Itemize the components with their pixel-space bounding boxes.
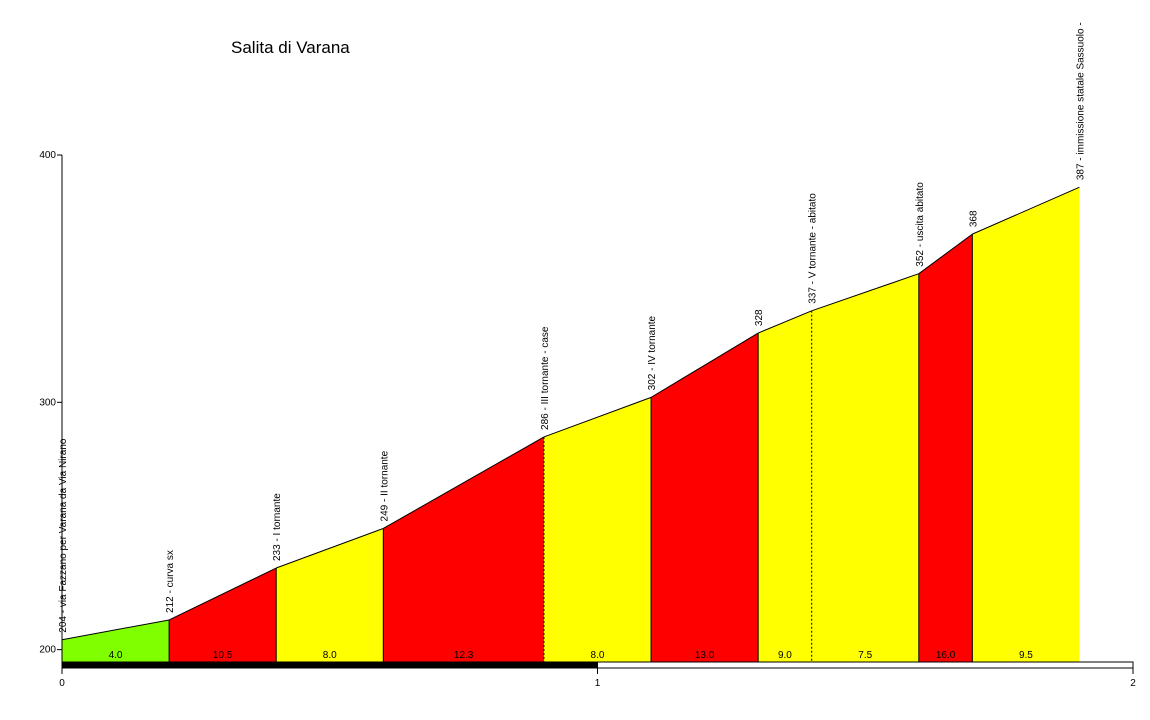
- waypoint-label: 337 - V tornante - abitato: [808, 193, 819, 304]
- segment-gradient-label: 9.0: [778, 650, 792, 661]
- profile-segment: [918, 234, 973, 662]
- distance-scale-band: [61, 661, 598, 669]
- segment-gradient-label: 8.0: [591, 650, 605, 661]
- y-tick-label: 300: [39, 397, 56, 408]
- profile-line: [383, 436, 545, 529]
- profile-line: [811, 273, 919, 312]
- segment-gradient-label: 16.0: [936, 650, 956, 661]
- profile-segment: [811, 273, 919, 662]
- waypoint-label: 249 - II tornante: [379, 450, 390, 521]
- waypoint-label: 233 - I tornante: [272, 493, 283, 561]
- distance-scale-band: [597, 661, 1134, 669]
- profile-segment: [972, 187, 1080, 662]
- segment-gradient-label: 8.0: [323, 650, 337, 661]
- profile-segment: [543, 397, 652, 662]
- x-tick-label: 2: [1130, 678, 1136, 689]
- x-tick-label: 1: [595, 678, 601, 689]
- waypoint-label: 212 - curva sx: [165, 550, 176, 613]
- profile-line: [757, 310, 812, 334]
- x-tick-label: 0: [59, 678, 65, 689]
- segment-gradient-label: 4.0: [109, 650, 123, 661]
- profile-segment: [651, 333, 759, 662]
- y-tick-label: 200: [39, 645, 56, 656]
- profile-segment: [758, 310, 812, 662]
- profile-segment: [383, 436, 544, 662]
- profile-segment: [276, 528, 384, 662]
- profile-line: [972, 186, 1080, 235]
- waypoint-label: 328: [754, 309, 765, 326]
- waypoint-label: 286 - III tornante - case: [540, 326, 551, 430]
- segment-gradient-label: 13.0: [695, 650, 715, 661]
- profile-segment: [169, 568, 277, 662]
- segment-gradient-label: 12.3: [454, 650, 474, 661]
- profile-line: [650, 332, 759, 398]
- chart-title: Salita di Varana: [231, 38, 350, 57]
- profile-line: [543, 396, 652, 438]
- segment-gradient-label: 10.5: [213, 650, 233, 661]
- profile-line: [276, 527, 384, 569]
- profile-line: [918, 233, 973, 275]
- profile-line: [61, 619, 170, 641]
- waypoint-label: 302 - IV tornante: [647, 315, 658, 390]
- profile-segment: [62, 619, 170, 662]
- waypoint-label: 352 - uscita abitato: [915, 182, 926, 267]
- waypoint-label: 368: [968, 210, 979, 227]
- y-tick-label: 400: [39, 150, 56, 161]
- segment-gradient-label: 7.5: [858, 650, 872, 661]
- segment-gradient-label: 9.5: [1019, 650, 1033, 661]
- waypoint-label: 387 - immissione statale Sassuolo -: [1075, 22, 1086, 180]
- waypoint-label: 204 - via Fazzano per Varana da Via Nira…: [58, 438, 69, 633]
- profile-line: [168, 567, 277, 621]
